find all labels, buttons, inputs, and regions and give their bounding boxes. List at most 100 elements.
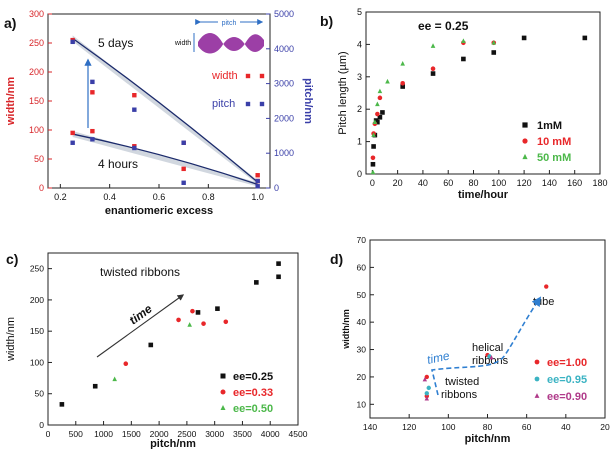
- y-tick-label: 250: [29, 38, 44, 48]
- x-tick-label: 1000: [94, 429, 113, 439]
- x-axis-label: enantiomeric excess: [105, 205, 213, 217]
- y-tick-label: 70: [357, 235, 367, 245]
- ribbon-icon: [198, 33, 264, 54]
- y-tick-label: 0: [39, 420, 44, 430]
- y-tick-label: 20: [357, 372, 367, 382]
- y-tick-label: 4: [357, 39, 362, 49]
- y-tick-label: 150: [29, 96, 44, 106]
- data-point-1mM: [371, 144, 376, 149]
- data-point-ee=0.95: [426, 385, 431, 391]
- data-point-1mM: [582, 35, 588, 41]
- panel-label-b: b): [320, 13, 333, 29]
- x-tick-label: 2000: [150, 429, 169, 439]
- data-point-ee=0.33: [176, 317, 181, 323]
- y-tick-label: 50: [357, 290, 367, 300]
- data-point-ee=0.50: [112, 376, 117, 382]
- x-tick-label: 3500: [233, 429, 252, 439]
- data-point-ee=0.25: [215, 306, 220, 311]
- annotation-twisted-ribbons: twisted ribbons: [100, 265, 180, 279]
- data-point-pitch: [132, 107, 137, 112]
- y-tick-label: 100: [30, 357, 44, 367]
- legend-text-ee=0.90: ee=0.90: [547, 391, 587, 403]
- data-point-10 mM: [400, 80, 405, 86]
- panel-label-a: a): [4, 15, 16, 31]
- x-tick-label: 140: [363, 422, 377, 432]
- data-point-ee=0.25: [254, 280, 259, 285]
- y-tick-label: 3: [357, 72, 362, 82]
- data-point-ee=0.25: [195, 310, 201, 315]
- data-point-10 mM: [375, 111, 380, 117]
- legend-text-ee=0.25: ee=0.25: [233, 371, 273, 383]
- annotation-twisted-ribbons: ribbons: [441, 389, 478, 401]
- data-point-width: [70, 130, 75, 136]
- trend-line: [72, 37, 259, 183]
- legend-marker-ee=0.33: [220, 389, 226, 395]
- legend-width-text: width: [211, 70, 238, 82]
- y-right-tick-label: 3000: [274, 79, 294, 89]
- width-inset-label: width: [174, 40, 191, 47]
- y-tick-label: 40: [357, 317, 367, 327]
- legend-marker-1mM: [522, 122, 528, 128]
- y-axis-label: Pitch length (µm): [337, 51, 349, 134]
- x-tick-label: 0.8: [202, 192, 215, 202]
- data-point-1mM: [380, 110, 385, 115]
- y-right-tick-label: 2000: [274, 113, 294, 123]
- legend-text-50 mM: 50 mM: [537, 152, 571, 164]
- legend-marker-ee=0.25: [220, 373, 226, 379]
- data-point-pitch: [70, 140, 75, 145]
- y-tick-label: 2: [357, 104, 362, 114]
- y-tick-label: 150: [30, 326, 44, 336]
- y-tick-label: 50: [34, 154, 44, 164]
- x-tick-label: 80: [469, 178, 479, 188]
- legend-text-ee=0.95: ee=0.95: [547, 374, 587, 386]
- y-tick-label: 50: [35, 389, 45, 399]
- annotation-helical: helical: [472, 342, 503, 354]
- plot-frame: [365, 11, 601, 175]
- x-tick-label: 160: [567, 178, 582, 188]
- data-point-ee=0.25: [276, 274, 281, 280]
- data-point-pitch: [181, 180, 186, 185]
- x-tick-label: 100: [491, 178, 506, 188]
- data-point-50 mM: [372, 119, 378, 124]
- panel-b: b) 0 20 40 60 80 100 120 140 160 180 0 1 2 3 4 5 time/hou…: [320, 7, 608, 201]
- y-axis-label: width/nm: [5, 77, 17, 126]
- y-axis-label: width/nm: [341, 309, 351, 350]
- annotation-time: time: [426, 348, 451, 366]
- x-tick-label: 4500: [289, 429, 308, 439]
- annotation-helical-ribbons: ribbons: [472, 355, 509, 367]
- x-tick-label: 60: [443, 178, 453, 188]
- x-axis-label: pitch/nm: [150, 438, 196, 449]
- x-tick-label: 20: [393, 178, 403, 188]
- y-tick-label: 30: [357, 345, 367, 355]
- x-tick-label: 120: [517, 178, 532, 188]
- y-right-tick-label: 4000: [274, 44, 294, 54]
- data-point-width: [132, 93, 137, 98]
- data-point-10 mM: [430, 66, 436, 71]
- legend-text-10 mM: 10 mM: [537, 136, 571, 148]
- y-tick-label: 200: [29, 67, 44, 77]
- data-point-ee=0.25: [148, 342, 154, 348]
- data-point-ee=0.90: [424, 396, 429, 401]
- x-tick-label: 40: [561, 422, 571, 432]
- data-point-1mM: [377, 115, 383, 120]
- data-point-width: [90, 128, 95, 134]
- x-tick-label: 3000: [205, 429, 224, 439]
- annotation-tube: tube: [533, 296, 554, 308]
- x-tick-label: 0.4: [103, 192, 116, 202]
- annotation-5-days: 5 days: [98, 36, 133, 50]
- legend-width-marker: [259, 73, 265, 79]
- data-point-50 mM: [400, 61, 405, 66]
- x-tick-label: 60: [522, 422, 532, 432]
- pitch-inset-label: pitch: [222, 20, 237, 27]
- y-tick-label: 250: [30, 264, 44, 274]
- trend-line: [72, 133, 258, 186]
- legend-pitch-marker: [259, 101, 265, 107]
- data-point-50 mM: [461, 38, 466, 43]
- x-tick-label: 1.0: [251, 192, 264, 202]
- x-tick-label: 40: [418, 178, 428, 188]
- y-right-tick-label: 1000: [274, 148, 294, 158]
- panel-label-c: c): [6, 251, 18, 267]
- y-right-tick-label: 0: [274, 183, 279, 193]
- x-tick-label: 4000: [261, 429, 280, 439]
